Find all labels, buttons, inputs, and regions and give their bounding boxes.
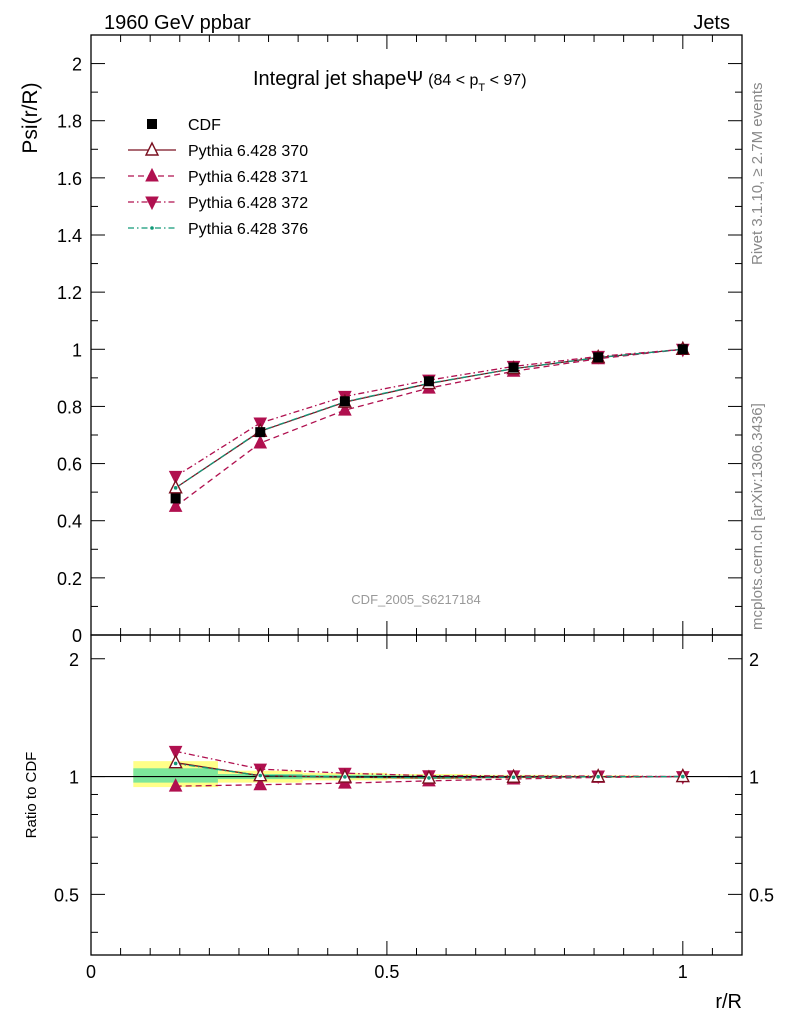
ratio-y-tick-label-right: 1 [749,768,759,788]
mcplots-label: mcplots.cern.ch [arXiv:1306.3436] [749,403,766,630]
x-tick-label: 1 [678,962,688,982]
ratio-point-pythia-6-428-371 [253,776,268,791]
ratio-y-tick-label-left: 0.5 [54,885,79,905]
header-right: Jets [693,12,730,34]
title-range-subscript: T [478,82,485,94]
data-point-cdf [508,362,519,373]
y-tick-label: 1.8 [57,112,82,132]
legend-label: CDF [188,117,221,134]
watermark: CDF_2005_S6217184 [351,592,480,607]
y-tick-label: 1.4 [57,226,82,246]
legend-label: Pythia 6.428 372 [188,195,308,212]
y-tick-label: 1.6 [57,169,82,189]
ratio-point-pythia-6-428-371 [168,778,183,792]
y-tick-label: 0.2 [57,569,82,589]
legend-label: Pythia 6.428 371 [188,169,308,186]
legend: CDF Pythia 6.428 370 Pythia 6.428 371 Pythi… [128,117,308,238]
series-line-pythia-6-428-376 [175,348,683,489]
y-tick-label: 0.6 [57,455,82,475]
data-point-pythia-6-428-372 [168,470,183,485]
y-tick-label: 0 [72,626,82,646]
x-tick-label: 0 [86,962,96,982]
title-psi-symbol: Ψ [406,68,423,90]
ratio-point-pythia-6-428-376 [173,761,178,766]
y-tick-label: 1 [72,340,82,360]
legend-marker [144,141,160,156]
ratio-axis-ticks: 0.5 0.5 1 1 2 2 0 0.5 1 [54,635,774,982]
ratio-panel: 0.5 0.5 1 1 2 2 0 0.5 1 Ratio to CDF r/R [23,634,774,1013]
main-axis-ticks: 0 0.2 0.4 0.6 0.8 1 1.2 1.4 1.6 1.8 2 [57,34,743,646]
legend-marker [145,196,159,211]
main-y-label: Psi(r/R) [19,82,42,153]
ratio-frame [90,634,743,956]
data-point-cdf [170,493,181,504]
ratio-point-pythia-6-428-376 [511,775,516,780]
ratio-y-tick-label-left: 2 [69,650,79,670]
series-line-pythia-6-428-370 [175,348,683,489]
y-tick-label: 2 [72,55,82,75]
data-point-cdf [255,427,266,438]
data-point-pythia-6-428-371 [253,434,268,449]
data-point-cdf [593,352,604,363]
ratio-point-pythia-6-428-376 [343,775,347,779]
data-point-cdf [423,376,434,387]
legend-marker [150,226,154,230]
main-series-markers [168,340,690,512]
rivet-label: Rivet 3.1.10, ≥ 2.7M events [749,83,766,266]
title-range-end: < 97) [485,72,526,89]
main-panel: 0 0.2 0.4 0.6 0.8 1 1.2 1.4 1.6 1.8 2 Psi(r/R) Int… [19,34,743,646]
ratio-series-markers [168,745,690,792]
legend-marker [147,119,157,129]
ratio-point-pythia-6-428-372 [168,745,183,760]
x-tick-label: 0.5 [374,962,399,982]
ratio-point-pythia-6-428-376 [427,776,431,780]
legend-marker [145,167,159,182]
x-axis-label: r/R [715,991,742,1013]
ratio-point-pythia-6-428-376 [258,773,263,778]
legend-label: Pythia 6.428 376 [188,221,308,238]
title-main: Integral jet shape [253,68,406,90]
series-line-pythia-6-428-372 [175,348,683,477]
data-point-cdf [339,396,350,407]
data-point-pythia-6-428-371 [338,402,352,416]
ratio-y-tick-label-right: 2 [749,650,759,670]
ratio-y-tick-label-left: 1 [69,768,79,788]
main-series-lines [175,348,683,507]
y-tick-label: 1.2 [57,283,82,303]
y-tick-label: 0.8 [57,397,82,417]
ratio-point-pythia-6-428-376 [596,774,600,779]
ratio-point-pythia-6-428-376 [681,774,685,779]
ratio-y-label: Ratio to CDF [23,752,40,839]
legend-label: Pythia 6.428 370 [188,143,308,160]
y-tick-label: 0.4 [57,512,82,532]
ratio-y-tick-label-right: 0.5 [749,885,774,905]
data-point-pythia-6-428-376 [173,486,178,490]
band-green [133,768,218,783]
chart-title: Integral jet shapeΨ (84 < pT < 97) [253,68,527,94]
header-left: 1960 GeV ppbar [104,12,251,34]
data-point-pythia-6-428-371 [168,498,183,512]
title-range: (84 < p [428,72,478,89]
data-point-cdf [677,344,688,355]
